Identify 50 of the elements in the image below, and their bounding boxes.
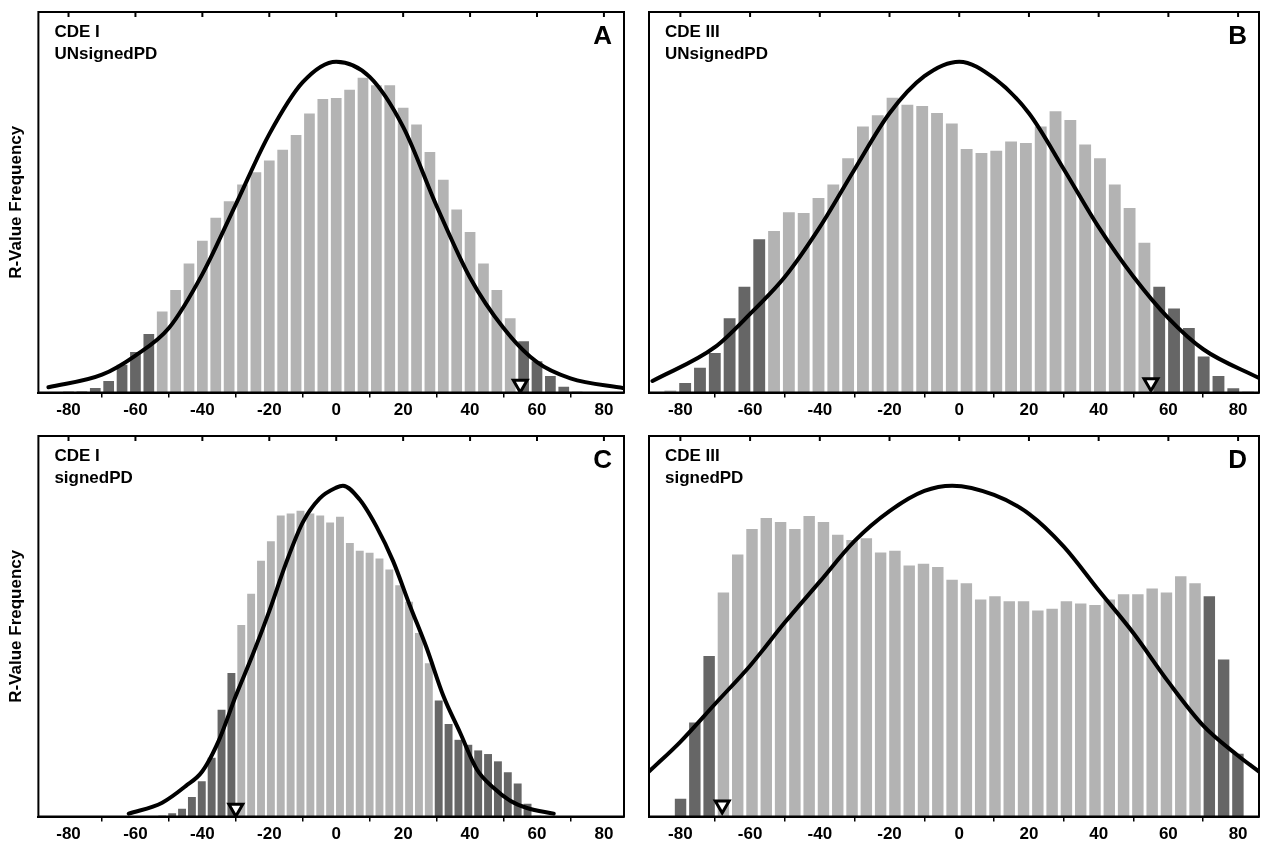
text: CDE I — [54, 446, 100, 466]
y-axis-title: R-Value Frequency — [5, 125, 25, 279]
text: CDE III — [665, 22, 720, 42]
x-tick-label: 20 — [393, 824, 413, 844]
text: A — [593, 20, 613, 51]
x-tick-label: 0 — [331, 400, 341, 420]
text: C — [593, 444, 613, 475]
x-tick-label: 60 — [527, 824, 547, 844]
annotation: UNsignedPD — [54, 44, 158, 64]
x-tick-label: -20 — [877, 400, 902, 420]
x-tick-label: -60 — [123, 824, 148, 844]
x-tick-label: -80 — [668, 400, 693, 420]
x-tick-label: -60 — [737, 400, 763, 420]
x-tick-label: -80 — [668, 824, 693, 844]
annotation: UNsignedPD — [665, 44, 768, 64]
x-tick-label: 20 — [393, 400, 413, 420]
text: CDE III — [665, 446, 720, 466]
x-tick-label: 80 — [1228, 400, 1248, 420]
x-tick-label: 20 — [1019, 824, 1039, 844]
x-tick-label: 20 — [1019, 400, 1039, 420]
x-tick-label: 80 — [1228, 824, 1248, 844]
x-tick-label: 40 — [1089, 824, 1109, 844]
x-tick-label: 40 — [460, 400, 480, 420]
y-axis-title: R-Value Frequency — [5, 549, 25, 703]
x-tick-label: 80 — [594, 824, 614, 844]
x-tick-label: 0 — [954, 400, 964, 420]
x-tick-label: -20 — [877, 824, 902, 844]
x-tick-label: -20 — [257, 824, 282, 844]
text: CDE I — [54, 22, 100, 42]
x-tick-label: 40 — [1089, 400, 1109, 420]
x-tick-label: -60 — [123, 400, 148, 420]
x-tick-label: 60 — [1158, 824, 1178, 844]
x-tick-label: 80 — [594, 400, 614, 420]
x-tick-label: -40 — [190, 400, 215, 420]
x-tick-label: -60 — [737, 824, 763, 844]
text: B — [1228, 20, 1247, 51]
annotation: signedPD — [54, 468, 133, 488]
x-tick-label: -40 — [190, 824, 215, 844]
x-tick-label: 0 — [954, 824, 964, 844]
x-tick-label: -40 — [807, 400, 833, 420]
x-tick-label: 0 — [331, 824, 341, 844]
x-tick-label: -40 — [807, 824, 833, 844]
annotation: signedPD — [665, 468, 744, 488]
x-tick-label: -80 — [56, 400, 81, 420]
x-tick-label: -20 — [257, 400, 282, 420]
x-tick-label: 60 — [527, 400, 547, 420]
text: D — [1228, 444, 1247, 475]
x-tick-label: 40 — [460, 824, 480, 844]
x-tick-label: 60 — [1158, 400, 1178, 420]
x-tick-label: -80 — [56, 824, 81, 844]
